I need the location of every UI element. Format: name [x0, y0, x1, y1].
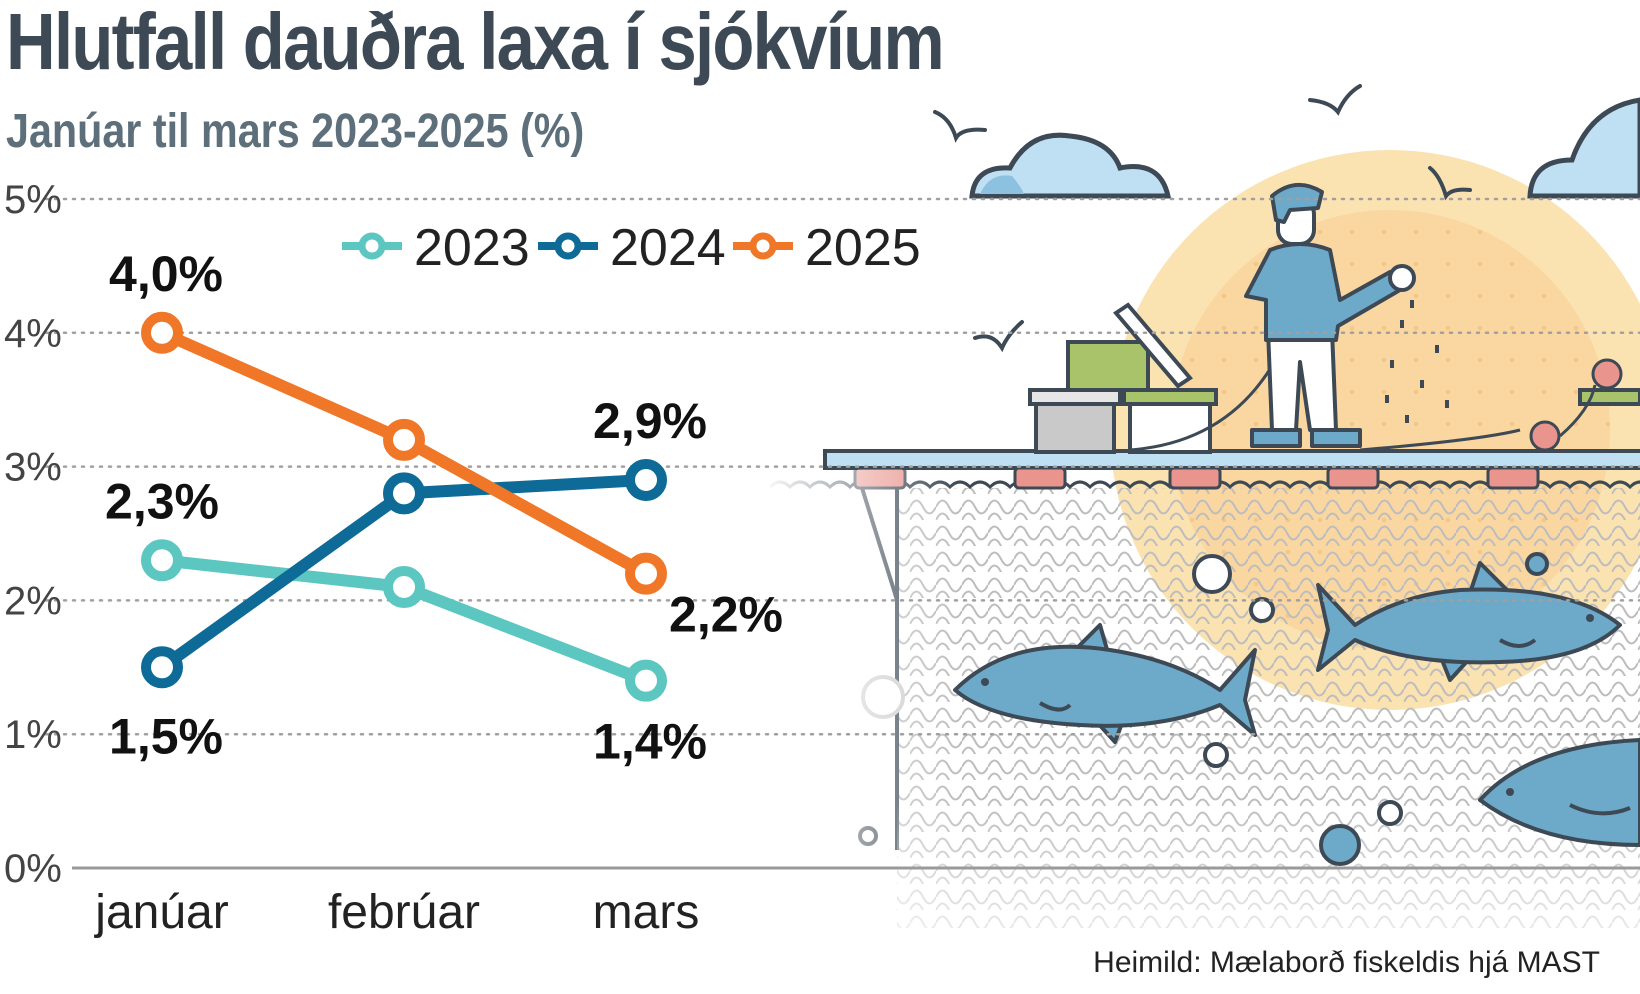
data-point-2023 — [141, 539, 183, 582]
legend-label: 2023 — [414, 219, 530, 277]
data-point-2024 — [141, 646, 183, 689]
legend-swatch-marker — [358, 232, 386, 260]
data-label: 2,2% — [669, 587, 783, 643]
chart-series — [141, 311, 667, 702]
pier-icon — [823, 449, 1640, 490]
chart-grid — [44, 197, 1640, 870]
data-point-2025 — [141, 311, 183, 354]
crate-icon — [1028, 302, 1640, 454]
net-pen-icon — [860, 487, 1640, 994]
bird-icon — [933, 110, 987, 143]
legend-swatch-marker — [554, 232, 582, 260]
source-note: Heimild: Mælaborð fiskeldis hjá MAST — [1093, 946, 1600, 979]
fish-farmer-icon — [1244, 183, 1416, 448]
legend-label: 2024 — [610, 219, 726, 277]
chart-title: Hlutfall dauðra laxa í sjókvíum — [6, 0, 945, 86]
y-tick-label: 1% — [4, 713, 62, 757]
legend-swatch-marker — [749, 232, 777, 260]
data-point-2023 — [625, 659, 667, 702]
data-label: 1,4% — [593, 714, 707, 770]
salmon-icon — [1316, 561, 1622, 682]
data-point-2024 — [625, 458, 667, 501]
feed-pellets — [1385, 300, 1449, 423]
y-tick-label: 0% — [4, 847, 62, 891]
chart-data-labels: 2,3% 1,4% 1,5% 2,9% 4,0% 2,2% — [105, 246, 783, 770]
y-tick-label: 2% — [4, 579, 62, 623]
illustration — [760, 84, 1640, 994]
legend-item: 2024 — [538, 219, 726, 277]
bird-icon — [1308, 84, 1362, 116]
x-tick-label: febrúar — [328, 886, 480, 939]
x-tick-label: mars — [593, 886, 700, 939]
data-label: 2,3% — [105, 473, 219, 529]
legend-label: 2025 — [805, 219, 921, 277]
bird-icon — [1428, 166, 1472, 201]
data-label: 2,9% — [593, 393, 707, 449]
data-point-2024 — [383, 472, 425, 515]
data-point-2023 — [383, 566, 425, 609]
x-tick-label: janúar — [93, 886, 228, 939]
legend-item: 2025 — [733, 219, 921, 277]
data-point-2025 — [625, 552, 667, 595]
data-label: 1,5% — [109, 708, 223, 764]
data-point-2025 — [383, 418, 425, 461]
y-tick-label: 5% — [4, 178, 62, 222]
chart-subtitle: Janúar til mars 2023-2025 (%) — [6, 105, 585, 158]
y-tick-label: 3% — [4, 446, 62, 490]
bird-icon — [973, 320, 1024, 353]
cloud-icon — [1527, 97, 1640, 199]
cloud-icon — [969, 132, 1172, 199]
data-label: 4,0% — [109, 246, 223, 302]
legend-item: 2023 — [342, 219, 530, 277]
salmon-icon — [1478, 738, 1640, 847]
y-tick-label: 4% — [4, 312, 62, 356]
chart-legend: 2023 2024 2025 — [342, 219, 921, 277]
chart-axes: 0% 1% 2% 3% 4% 5% janúar febrúar mars — [4, 178, 699, 939]
